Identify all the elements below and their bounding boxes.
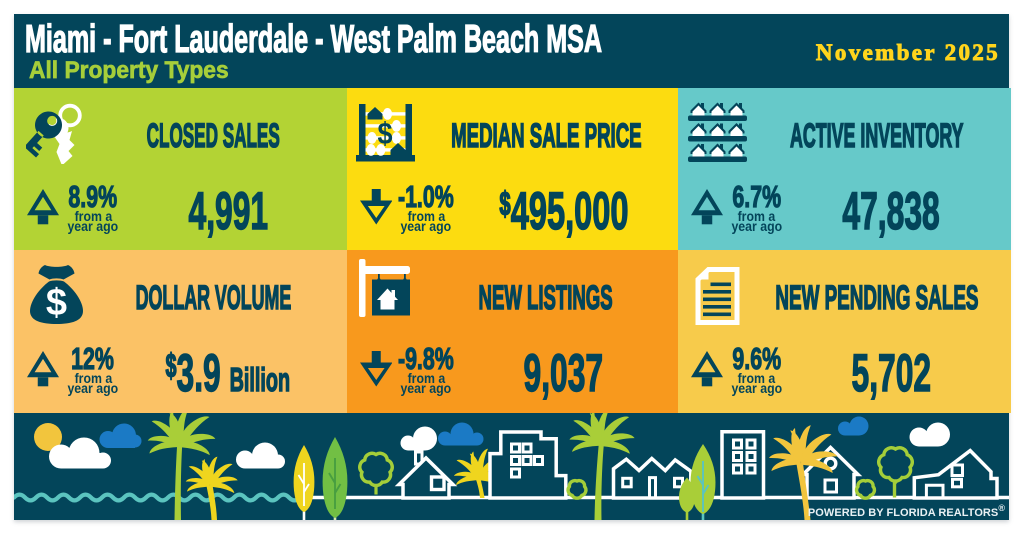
svg-text:$: $ bbox=[46, 282, 67, 324]
svg-text:$: $ bbox=[378, 116, 393, 151]
